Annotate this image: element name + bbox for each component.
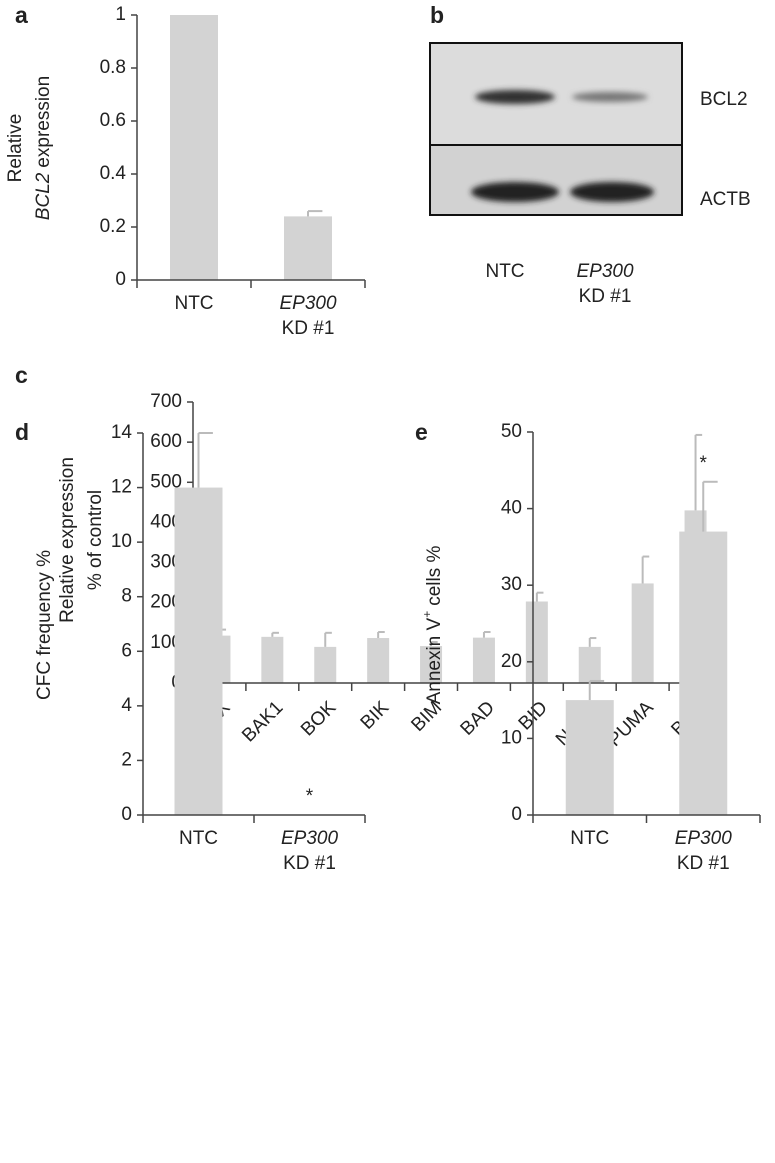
- y-tick-label: 300: [150, 552, 182, 573]
- y-tick-label: 10: [111, 531, 132, 552]
- y-axis-label: CFC frequency %: [34, 550, 55, 700]
- y-tick-label: 0.6: [100, 110, 126, 131]
- x-tick-label: BAK1: [238, 697, 287, 746]
- x-tick-label: NTC: [174, 293, 213, 314]
- y-tick-label: 2: [121, 749, 132, 770]
- blot-box: [429, 144, 683, 216]
- x-tick-label: BOK: [297, 697, 340, 740]
- panel-label: c: [15, 362, 28, 388]
- y-tick-label: 1: [115, 4, 126, 25]
- y-axis-label-part: expression: [33, 76, 54, 168]
- panel-label: b: [430, 2, 444, 28]
- bar: [420, 646, 443, 683]
- panel-label: d: [15, 419, 29, 445]
- y-tick-label: 600: [150, 431, 182, 452]
- y-tick-label: 14: [111, 422, 133, 443]
- y-axis-label: Annexin V+ cells %: [420, 545, 445, 704]
- y-axis-label-part: CFC frequency %: [34, 550, 55, 700]
- y-axis-label-part: BCL2: [33, 172, 54, 220]
- y-tick-label: 8: [121, 586, 132, 607]
- bar: [367, 638, 390, 683]
- x-tick-label: KD #1: [283, 853, 336, 874]
- y-tick-label: 30: [501, 574, 522, 595]
- y-tick-label: 500: [150, 471, 182, 492]
- bar: [631, 583, 654, 683]
- y-tick-label: 20: [501, 651, 522, 672]
- y-axis-label: Relative expression: [57, 457, 78, 623]
- band: [471, 182, 559, 202]
- y-tick-label: 100: [150, 632, 182, 653]
- bar: [565, 700, 614, 815]
- lane-label: NTC: [485, 261, 524, 282]
- lane-label: EP300: [576, 261, 633, 282]
- y-axis-label-part: Relative expression: [57, 457, 78, 623]
- y-axis-label-part: +: [420, 611, 434, 618]
- y-tick-label: 0.2: [100, 216, 126, 237]
- lane-label: KD #1: [579, 286, 632, 307]
- x-tick-label: NTC: [179, 828, 218, 849]
- y-tick-label: 6: [121, 640, 132, 661]
- y-axis-label: Relative: [5, 114, 26, 183]
- bar: [284, 216, 332, 280]
- x-tick-label: NTC: [570, 828, 609, 849]
- y-tick-label: 0: [121, 804, 132, 825]
- bar: [170, 15, 218, 280]
- bar: [472, 637, 495, 683]
- y-axis-label-part: % of control: [85, 490, 106, 590]
- x-tick-label: KD #1: [282, 318, 335, 339]
- band: [572, 92, 648, 102]
- y-tick-label: 0: [511, 804, 522, 825]
- bar: [679, 531, 728, 815]
- y-tick-label: 12: [111, 477, 132, 498]
- x-tick-label: EP300: [281, 828, 338, 849]
- y-tick-label: 50: [501, 421, 522, 442]
- x-tick-label: EP300: [279, 293, 336, 314]
- bar: [261, 636, 284, 683]
- y-tick-label: 40: [501, 498, 522, 519]
- x-tick-label: BAD: [457, 697, 499, 739]
- y-tick-label: 0.8: [100, 57, 126, 78]
- y-axis-label-part: Annexin V: [424, 617, 445, 704]
- panel-label: e: [415, 419, 428, 445]
- y-tick-label: 400: [150, 511, 182, 532]
- x-tick-label: KD #1: [677, 853, 730, 874]
- y-tick-label: 0.4: [100, 163, 127, 184]
- y-tick-label: 200: [150, 592, 182, 613]
- blot-box: [429, 42, 683, 146]
- panel-label: a: [15, 2, 28, 28]
- significance: *: [700, 453, 708, 474]
- bar: [174, 487, 223, 815]
- western-blot: b BCL2 ACTB NTC EP300 KD #1: [429, 2, 751, 307]
- x-tick-label: EP300: [675, 828, 732, 849]
- band: [475, 90, 555, 104]
- y-tick-label: 700: [150, 391, 182, 412]
- y-tick-label: 0: [115, 269, 126, 290]
- bar: [525, 601, 548, 683]
- band-label: ACTB: [700, 189, 751, 210]
- y-axis-label: % of control: [85, 490, 106, 590]
- y-tick-label: 4: [121, 695, 132, 716]
- bar: [314, 646, 337, 683]
- y-axis-label: BCL2 expression: [33, 76, 54, 220]
- band-label: BCL2: [700, 89, 748, 110]
- y-axis-label-part: Relative: [5, 114, 26, 183]
- band: [570, 182, 654, 202]
- bar: [578, 646, 601, 683]
- x-tick-label: BIK: [357, 697, 394, 734]
- significance: *: [306, 786, 314, 807]
- y-axis-label-part: cells %: [424, 545, 445, 605]
- y-tick-label: 10: [501, 727, 522, 748]
